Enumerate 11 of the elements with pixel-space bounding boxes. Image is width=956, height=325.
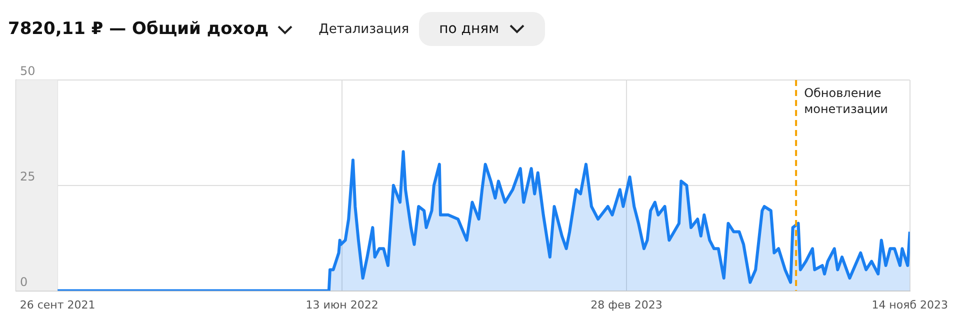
x-tick-label: 28 фев 2023	[590, 298, 662, 312]
ref-line-label: Обновление монетизации	[804, 86, 888, 116]
dropdown-button: по дням	[419, 12, 546, 46]
y-tick-label: 25	[20, 170, 36, 184]
x-tick-label: 13 июн 2022	[306, 298, 378, 312]
chart-title: 7820,11 ₽ — Общий доход	[8, 19, 269, 39]
x-tick-label: 14 нояб 2023	[872, 298, 948, 312]
y-tick-label: 50	[20, 64, 36, 78]
x-tick-label: 26 сент 2021	[20, 298, 96, 312]
y-tick-label: 0	[20, 274, 28, 289]
text: Детализация	[318, 22, 410, 36]
